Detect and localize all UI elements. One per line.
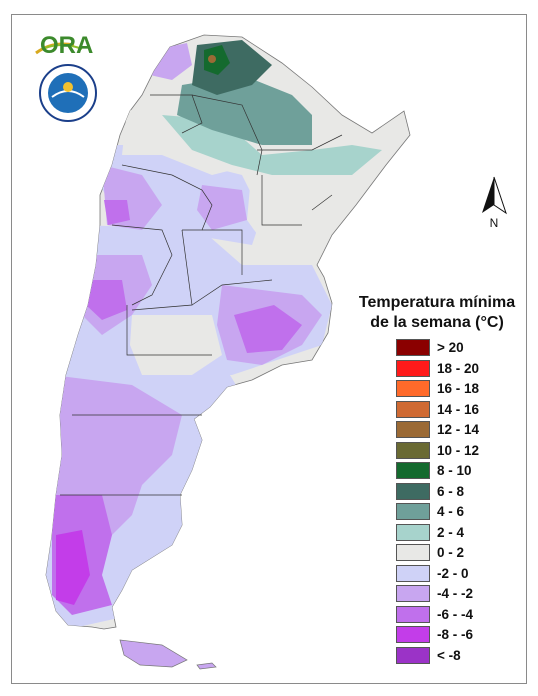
legend-label: -4 - -2 <box>437 586 474 601</box>
legend-swatch <box>396 441 430 459</box>
legend-swatch <box>396 482 430 500</box>
zone-minus4-minus2-cordoba <box>197 185 247 230</box>
legend-swatch <box>396 523 430 541</box>
legend-swatch <box>396 421 430 438</box>
legend-label: 0 - 2 <box>437 545 465 560</box>
tierra-del-fuego <box>119 639 188 668</box>
zone-0-2-pampa <box>130 315 222 375</box>
legend-label: -6 - -4 <box>437 606 474 622</box>
legend-swatch <box>396 400 430 418</box>
legend-swatch <box>396 339 430 356</box>
legend-swatch <box>396 605 430 623</box>
legend-label: 16 - 18 <box>437 381 480 396</box>
legend-title-line2: de la semana (°C) <box>370 314 504 331</box>
legend-label: < -8 <box>437 647 461 663</box>
smn-seal <box>39 64 97 122</box>
legend-title: Temperatura mínima de la semana (°C) <box>347 293 526 333</box>
isla-de-los-estados <box>196 662 217 670</box>
zone-8-10-jujuy <box>204 45 230 75</box>
legend-label: 2 - 4 <box>437 524 465 540</box>
legend-swatch <box>396 646 430 664</box>
map-frame: N ORA Temperatura mínima de la semana (°… <box>11 14 527 684</box>
north-arrow-label: N <box>490 216 499 230</box>
legend-label: -8 - -6 <box>437 627 474 642</box>
zone-minus6-minus4-catamarca <box>104 200 130 225</box>
legend-label: 4 - 6 <box>437 504 465 519</box>
legend-label: > 20 <box>437 340 464 355</box>
legend-swatch <box>396 380 430 397</box>
north-arrow-icon <box>482 177 494 213</box>
legend-label: 10 - 12 <box>437 442 480 458</box>
zone-minus6-minus4-mendoza <box>86 280 127 320</box>
north-arrow: N <box>482 176 507 230</box>
legend-label: 6 - 8 <box>437 483 465 499</box>
legend-label: 12 - 14 <box>437 422 480 437</box>
legend-swatch <box>396 544 430 561</box>
province-boundaries <box>60 94 343 496</box>
legend-label: -2 - 0 <box>437 565 469 581</box>
legend-label: 18 - 20 <box>437 360 480 376</box>
zone-minus6-minus4-buenosaires <box>234 305 302 353</box>
legend-swatch <box>396 359 430 377</box>
argentina-map: N ORA <box>35 32 507 670</box>
legend-swatch <box>396 462 430 479</box>
legend-swatch <box>396 564 430 582</box>
zone-minus8-minus6-santacruz <box>56 530 90 605</box>
legend-label: 8 - 10 <box>437 463 472 478</box>
legend-swatch <box>396 626 430 643</box>
ora-logo-text: ORA <box>40 32 93 59</box>
legend-title-line1: Temperatura mínima <box>358 294 516 311</box>
temperature-zones <box>46 40 382 629</box>
legend-swatch <box>396 585 430 602</box>
zone-12-14-spot <box>208 55 216 63</box>
legend-label: 14 - 16 <box>437 401 480 417</box>
legend-swatch <box>396 503 430 520</box>
ora-logo: ORA <box>35 32 93 59</box>
